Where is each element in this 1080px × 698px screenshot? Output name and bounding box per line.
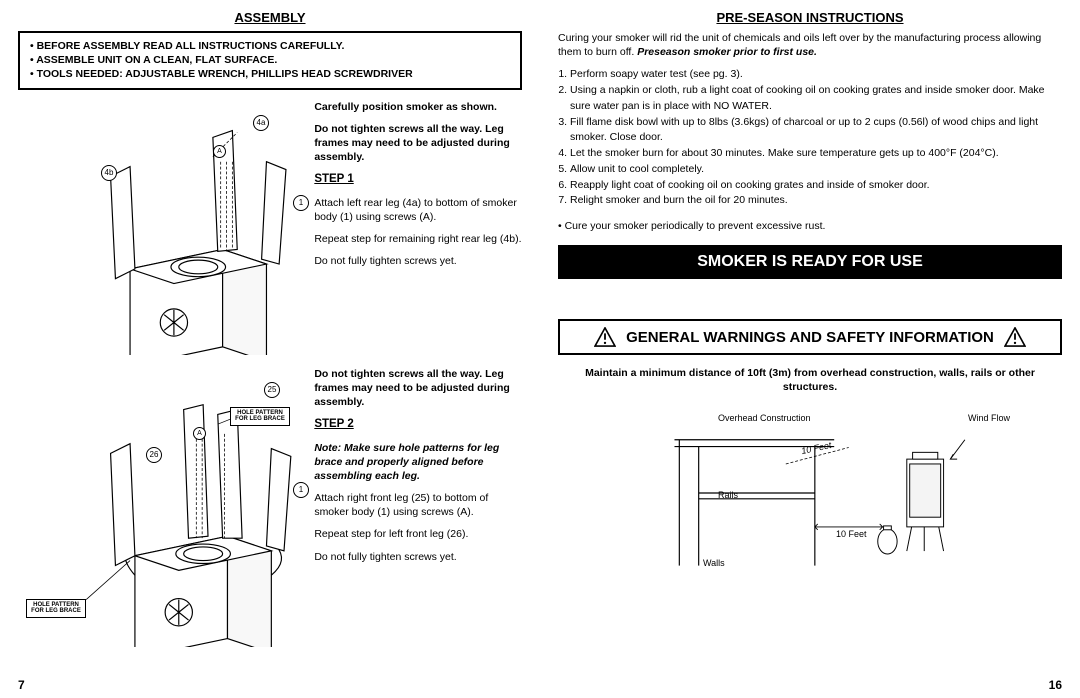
right-page: PRE-SEASON INSTRUCTIONS Curing your smok… <box>540 0 1080 698</box>
page-number-left: 7 <box>18 678 25 692</box>
safety-diagram-svg <box>568 413 1052 573</box>
callout-one1: 1 <box>293 195 309 211</box>
holepattern-box-2: HOLE PATTERN FOR LEG BRACE <box>26 599 86 618</box>
box-line-1: • BEFORE ASSEMBLY READ ALL INSTRUCTIONS … <box>30 39 510 53</box>
box-line-3: • TOOLS NEEDED: ADJUSTABLE WRENCH, PHILL… <box>30 67 510 81</box>
ps-step-2: Using a napkin or cloth, rub a light coa… <box>570 83 1062 115</box>
ps-step-6: Reapply light coat of cooking oil on coo… <box>570 178 1062 194</box>
step1-intro2: Do not tighten screws all the way. Leg f… <box>314 122 522 165</box>
cure-note: • Cure your smoker periodically to preve… <box>558 219 1062 233</box>
step1-block: 4a 4b A 1 Carefully position smoker as s… <box>18 100 522 355</box>
ps-step-1: Perform soapy water test (see pg. 3). <box>570 67 1062 83</box>
safety-diagram: Overhead Construction Wind Flow 10 Feet … <box>568 413 1052 573</box>
step2-body1: Attach right front leg (25) to bottom of… <box>314 491 522 519</box>
warning-banner-text: GENERAL WARNINGS AND SAFETY INFORMATION <box>626 329 994 346</box>
assembly-warning-box: • BEFORE ASSEMBLY READ ALL INSTRUCTIONS … <box>18 31 522 90</box>
ps-step-4: Let the smoker burn for about 30 minutes… <box>570 146 1062 162</box>
assembly-header: ASSEMBLY <box>18 10 522 25</box>
callout-one2: 1 <box>293 482 309 498</box>
step1-label: STEP 1 <box>314 172 522 188</box>
smoker-diagram-1-svg <box>18 100 310 355</box>
ps-step-3: Fill flame disk bowl with up to 8lbs (3.… <box>570 115 1062 147</box>
step2-block: 25 26 A 1 HOLE PATTERN FOR LEG BRACE HOL… <box>18 367 522 647</box>
preseason-header: PRE-SEASON INSTRUCTIONS <box>558 10 1062 25</box>
warning-icon-right <box>1004 327 1026 347</box>
ps-step-5: Allow unit to cool completely. <box>570 162 1062 178</box>
step1-diagram: 4a 4b A 1 <box>18 100 310 355</box>
callout-4b: 4b <box>101 165 117 181</box>
step2-body3: Do not fully tighten screws yet. <box>314 550 522 564</box>
preseason-intro: Curing your smoker will rid the unit of … <box>558 31 1062 59</box>
preseason-steps: Perform soapy water test (see pg. 3). Us… <box>558 67 1062 209</box>
step2-diagram: 25 26 A 1 HOLE PATTERN FOR LEG BRACE HOL… <box>18 367 310 647</box>
distance-note: Maintain a minimum distance of 10ft (3m)… <box>558 367 1062 394</box>
holepattern-box-1: HOLE PATTERN FOR LEG BRACE <box>230 407 290 426</box>
step1-body2: Repeat step for remaining right rear leg… <box>314 232 522 246</box>
callout-4a: 4a <box>253 115 269 131</box>
step2-intro: Do not tighten screws all the way. Leg f… <box>314 367 522 410</box>
step1-text: Carefully position smoker as shown. Do n… <box>310 100 522 355</box>
label-overhead: Overhead Construction <box>718 413 811 423</box>
ready-banner: SMOKER IS READY FOR USE <box>558 245 1062 279</box>
ps-step-7: Relight smoker and burn the oil for 20 m… <box>570 193 1062 209</box>
step2-text: Do not tighten screws all the way. Leg f… <box>310 367 522 647</box>
step1-body3: Do not fully tighten screws yet. <box>314 254 522 268</box>
label-10feet: 10 Feet <box>836 529 867 539</box>
callout-26: 26 <box>146 447 162 463</box>
step2-note: Note: Make sure hole patterns for leg br… <box>314 441 522 484</box>
intro-b: Preseason smoker prior to first use. <box>637 46 817 58</box>
callout-a2: A <box>193 427 206 440</box>
warning-icon-left <box>594 327 616 347</box>
callout-25: 25 <box>264 382 280 398</box>
label-windflow: Wind Flow <box>968 413 1010 423</box>
step1-intro1: Carefully position smoker as shown. <box>314 100 522 114</box>
left-page: ASSEMBLY • BEFORE ASSEMBLY READ ALL INST… <box>0 0 540 698</box>
page-number-right: 16 <box>1049 678 1062 692</box>
label-rails: Rails <box>718 490 738 500</box>
step1-body1: Attach left rear leg (4a) to bottom of s… <box>314 196 522 224</box>
box-line-2: • ASSEMBLE UNIT ON A CLEAN, FLAT SURFACE… <box>30 53 510 67</box>
step2-label: STEP 2 <box>314 417 522 433</box>
warning-banner: GENERAL WARNINGS AND SAFETY INFORMATION <box>558 319 1062 355</box>
step2-body2: Repeat step for left front leg (26). <box>314 527 522 541</box>
label-walls: Walls <box>703 558 725 568</box>
callout-a1: A <box>213 145 226 158</box>
